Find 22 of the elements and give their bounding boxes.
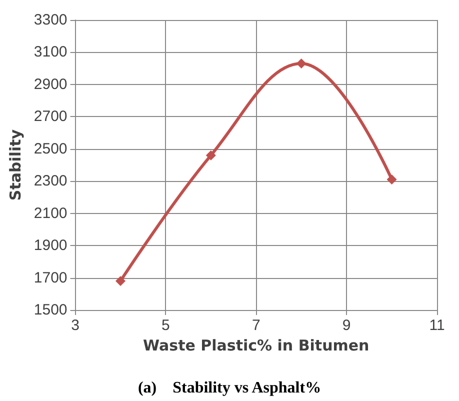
text: (a) Stability vs Asphalt%: [138, 380, 322, 396]
point: [296, 58, 306, 68]
y-tick-label: 2100: [34, 204, 68, 222]
point: [386, 174, 397, 184]
y-tick-label: 2900: [34, 76, 68, 93]
point: [115, 276, 126, 286]
x-tick-label: 3: [71, 317, 80, 334]
x-axis-title: Waste Plastic% in Bitumen: [143, 336, 370, 354]
x-tick-label: 7: [252, 317, 260, 334]
point: [206, 150, 216, 160]
x-tick-label: 5: [162, 317, 170, 334]
y-tick-label: 3100: [34, 44, 68, 61]
y-tick-label: 2300: [34, 172, 68, 190]
y-tick-label: 1900: [34, 237, 68, 254]
y-tick-label: 2700: [34, 108, 68, 126]
y-tick-label: 1700: [34, 269, 68, 286]
y-tick-label: 2500: [34, 140, 68, 158]
y-axis-title: Stability: [6, 129, 24, 201]
x-tick-label: 9: [342, 317, 351, 334]
y-tick-label: 3300: [34, 12, 68, 28]
x-tick-label: 11: [429, 317, 445, 334]
y-tick-label: 1500: [34, 302, 68, 318]
